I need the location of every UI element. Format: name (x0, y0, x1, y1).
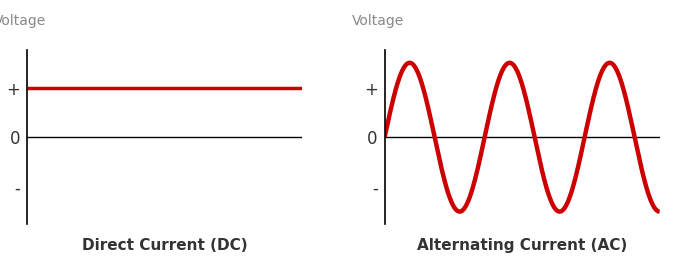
X-axis label: Direct Current (DC): Direct Current (DC) (82, 238, 248, 253)
Text: Voltage: Voltage (352, 14, 404, 28)
Text: Voltage: Voltage (0, 14, 46, 28)
X-axis label: Alternating Current (AC): Alternating Current (AC) (417, 238, 627, 253)
